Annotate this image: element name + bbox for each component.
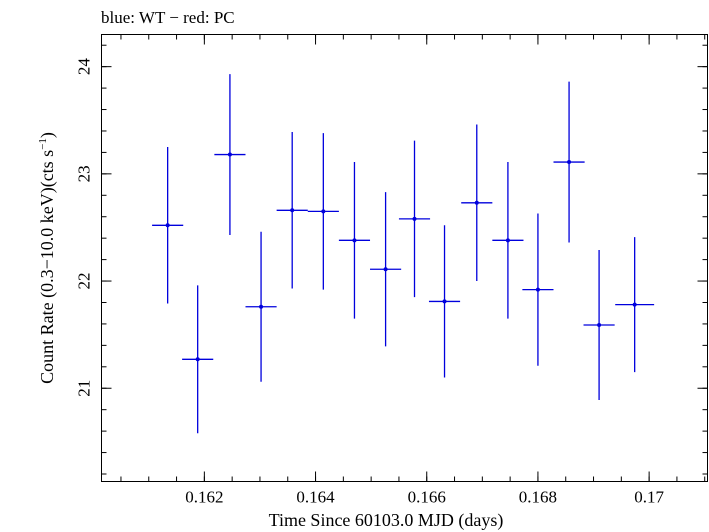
data-point <box>338 162 371 319</box>
chart-title: blue: WT − red: PC <box>101 8 235 27</box>
y-tick-label: 24 <box>75 58 94 76</box>
data-marker <box>474 200 479 205</box>
data-marker <box>165 223 170 228</box>
data-point <box>428 225 461 378</box>
data-marker <box>259 304 264 309</box>
data-marker <box>383 267 388 272</box>
x-axis-label: Time Since 60103.0 MJD (days) <box>269 510 504 531</box>
axis-ticks <box>101 34 708 482</box>
data-marker <box>567 160 572 165</box>
data-marker <box>442 299 447 304</box>
data-point <box>492 162 524 319</box>
data-marker <box>412 216 417 221</box>
data-point <box>370 192 402 347</box>
data-point <box>522 213 554 366</box>
y-tick-label: 22 <box>75 273 94 290</box>
y-axis-label: Count Rate (0.3−10.0 keV)(cts s−1) <box>37 132 58 384</box>
y-tick-labels: 21 22 23 24 <box>75 58 94 397</box>
data-marker <box>632 302 637 307</box>
y-axis-label-main: Count Rate (0.3−10.0 keV)(cts s <box>37 150 58 384</box>
y-axis-label-sup: −1 <box>37 138 49 150</box>
data-point <box>398 140 431 298</box>
y-axis-label-close: ) <box>37 132 58 138</box>
data-point <box>461 124 493 282</box>
y-tick-label: 23 <box>75 165 94 182</box>
data-point <box>307 133 339 290</box>
data-marker <box>597 322 602 327</box>
data-marker <box>227 152 232 157</box>
x-tick-label: 0.168 <box>519 488 557 507</box>
data-point <box>152 147 184 304</box>
data-point <box>276 132 308 289</box>
data-point <box>583 249 615 401</box>
data-point <box>214 74 246 235</box>
data-marker <box>535 287 540 292</box>
data-marker <box>321 209 326 214</box>
x-tick-labels: 0.162 0.164 0.166 0.168 0.17 <box>185 488 664 507</box>
x-tick-label: 0.162 <box>185 488 223 507</box>
data-series <box>152 74 655 434</box>
plot-frame <box>101 34 708 482</box>
x-tick-label: 0.17 <box>634 488 664 507</box>
y-tick-label: 21 <box>75 380 94 397</box>
x-tick-label: 0.166 <box>408 488 446 507</box>
data-point <box>245 231 277 382</box>
data-marker <box>505 238 510 243</box>
data-point <box>615 237 655 373</box>
data-marker <box>352 238 357 243</box>
data-marker <box>195 357 200 362</box>
x-tick-label: 0.164 <box>296 488 335 507</box>
data-point <box>553 81 585 243</box>
data-marker <box>290 208 295 213</box>
data-point <box>182 285 214 434</box>
